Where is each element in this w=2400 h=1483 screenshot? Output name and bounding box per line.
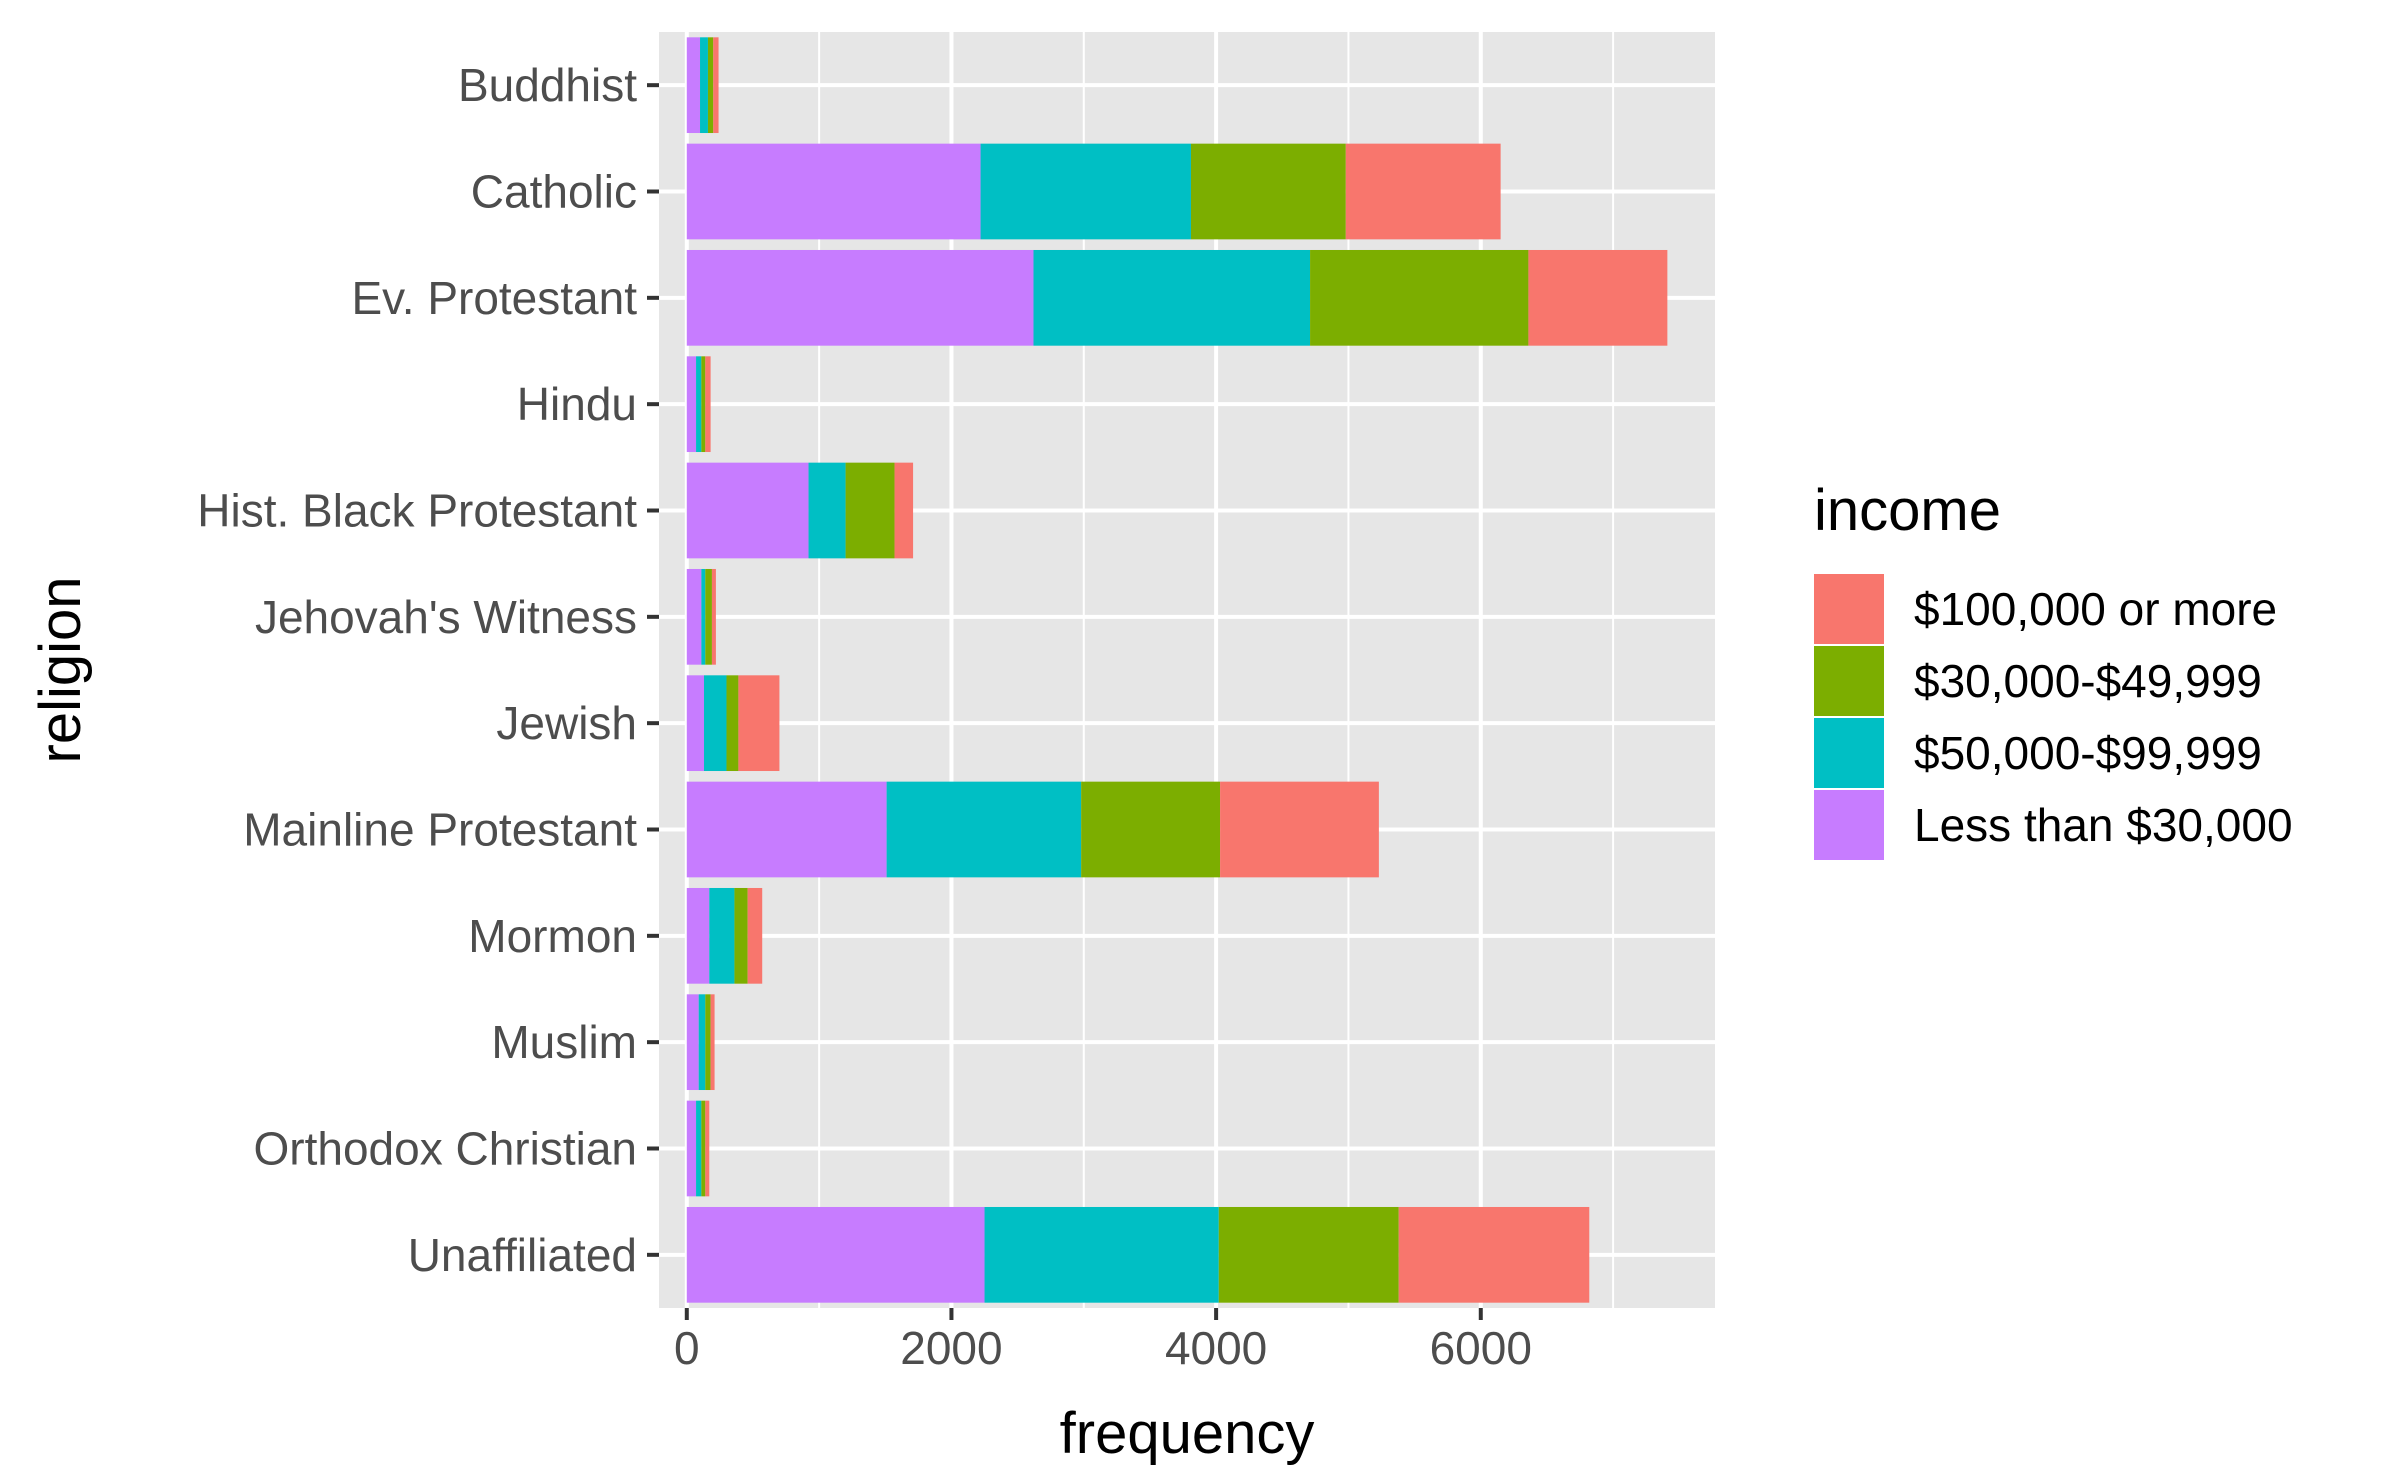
legend-title: income bbox=[1814, 478, 2001, 543]
x-tick-label-2000: 2000 bbox=[900, 1322, 1002, 1374]
legend-key-50-000-99-999 bbox=[1814, 718, 1884, 788]
legend-label-less-than-30-000: Less than $30,000 bbox=[1914, 799, 2293, 851]
x-axis-title: frequency bbox=[1060, 1401, 1315, 1466]
legend-key-less-than-30-000 bbox=[1814, 790, 1884, 860]
bar-hist-black-protestant-50-000-99-999 bbox=[808, 462, 846, 559]
y-tick-label-jehovah-s-witness: Jehovah's Witness bbox=[255, 591, 637, 643]
bar-catholic-30-000-49-999 bbox=[1190, 143, 1346, 240]
legend-key-30-000-49-999 bbox=[1814, 646, 1884, 716]
bar-muslim-50-000-99-999 bbox=[698, 994, 706, 1091]
bar-mainline-protestant-less-than-30-000 bbox=[686, 781, 887, 878]
bar-buddhist-100-000-or-more bbox=[713, 37, 719, 134]
bar-buddhist-less-than-30-000 bbox=[686, 37, 701, 134]
bar-catholic-100-000-or-more bbox=[1345, 143, 1501, 240]
bar-mormon-30-000-49-999 bbox=[734, 887, 748, 984]
bar-hindu-less-than-30-000 bbox=[686, 356, 697, 453]
plot-panel bbox=[659, 32, 1715, 1308]
y-tick-label-jewish: Jewish bbox=[496, 697, 637, 749]
bar-jehovah-s-witness-50-000-99-999 bbox=[701, 568, 706, 665]
bar-mormon-less-than-30-000 bbox=[686, 887, 710, 984]
bar-jewish-100-000-or-more bbox=[738, 675, 780, 772]
bar-hindu-100-000-or-more bbox=[705, 356, 711, 453]
bar-unaffiliated-100-000-or-more bbox=[1398, 1206, 1590, 1303]
y-tick-label-catholic: Catholic bbox=[471, 166, 637, 218]
x-tick-label-6000: 6000 bbox=[1430, 1322, 1532, 1374]
bar-hindu-50-000-99-999 bbox=[696, 356, 702, 453]
bar-hindu-30-000-49-999 bbox=[701, 356, 706, 453]
bar-ev-protestant-100-000-or-more bbox=[1528, 249, 1668, 346]
bar-orthodox-christian-less-than-30-000 bbox=[686, 1100, 697, 1197]
bar-catholic-50-000-99-999 bbox=[980, 143, 1191, 240]
minor-gridlines bbox=[818, 32, 1615, 1308]
x-axis: 0 2000 4000 6000 bbox=[674, 1308, 1532, 1374]
y-tick-label-hist-black-protestant: Hist. Black Protestant bbox=[197, 485, 637, 537]
bar-muslim-less-than-30-000 bbox=[686, 994, 699, 1091]
bar-jewish-30-000-49-999 bbox=[726, 675, 739, 772]
bar-unaffiliated-less-than-30-000 bbox=[686, 1206, 985, 1303]
y-tick-label-orthodox-christian: Orthodox Christian bbox=[254, 1123, 638, 1175]
legend-label-100-000-or-more: $100,000 or more bbox=[1914, 583, 2277, 635]
bar-mainline-protestant-50-000-99-999 bbox=[886, 781, 1082, 878]
bar-orthodox-christian-50-000-99-999 bbox=[696, 1100, 702, 1197]
y-tick-label-unaffiliated: Unaffiliated bbox=[408, 1229, 637, 1281]
bar-hist-black-protestant-less-than-30-000 bbox=[686, 462, 809, 559]
bar-catholic-less-than-30-000 bbox=[686, 143, 981, 240]
bars bbox=[686, 37, 1668, 1303]
legend-label-30-000-49-999: $30,000-$49,999 bbox=[1914, 655, 2262, 707]
bar-jehovah-s-witness-100-000-or-more bbox=[711, 568, 716, 665]
y-axis: Buddhist Catholic Ev. Protestant Hindu Hist.… bbox=[197, 59, 659, 1281]
bar-unaffiliated-30-000-49-999 bbox=[1218, 1206, 1399, 1303]
bar-jehovah-s-witness-30-000-49-999 bbox=[705, 568, 712, 665]
y-tick-label-muslim: Muslim bbox=[491, 1016, 637, 1068]
bar-mainline-protestant-30-000-49-999 bbox=[1081, 781, 1221, 878]
bar-muslim-100-000-or-more bbox=[710, 994, 715, 1091]
bar-mainline-protestant-100-000-or-more bbox=[1220, 781, 1379, 878]
legend-items: $100,000 or more $30,000-$49,999 $50,000-$… bbox=[1814, 574, 2293, 860]
y-tick-label-ev-protestant: Ev. Protestant bbox=[351, 272, 637, 324]
y-axis-title: religion bbox=[28, 577, 93, 764]
legend-key-100-000-or-more bbox=[1814, 574, 1884, 644]
bar-ev-protestant-less-than-30-000 bbox=[686, 249, 1034, 346]
bar-jehovah-s-witness-less-than-30-000 bbox=[686, 568, 702, 665]
bar-unaffiliated-50-000-99-999 bbox=[984, 1206, 1219, 1303]
bar-hist-black-protestant-100-000-or-more bbox=[894, 462, 914, 559]
y-tick-label-hindu: Hindu bbox=[517, 378, 637, 430]
bar-mormon-100-000-or-more bbox=[747, 887, 763, 984]
y-tick-label-buddhist: Buddhist bbox=[458, 59, 637, 111]
legend: income $100,000 or more $30,000-$49,999 $5… bbox=[1814, 478, 2293, 860]
bar-jewish-less-than-30-000 bbox=[686, 675, 704, 772]
legend-label-50-000-99-999: $50,000-$99,999 bbox=[1914, 727, 2262, 779]
bar-orthodox-christian-30-000-49-999 bbox=[701, 1100, 706, 1197]
y-tick-label-mormon: Mormon bbox=[468, 910, 637, 962]
bar-muslim-30-000-49-999 bbox=[705, 994, 711, 1091]
bar-buddhist-50-000-99-999 bbox=[700, 37, 708, 134]
bar-buddhist-30-000-49-999 bbox=[707, 37, 714, 134]
x-tick-label-4000: 4000 bbox=[1165, 1322, 1267, 1374]
y-tick-label-mainline-protestant: Mainline Protestant bbox=[243, 804, 637, 856]
bar-ev-protestant-50-000-99-999 bbox=[1033, 249, 1311, 346]
bar-orthodox-christian-100-000-or-more bbox=[705, 1100, 710, 1197]
bar-jewish-50-000-99-999 bbox=[703, 675, 727, 772]
bar-ev-protestant-30-000-49-999 bbox=[1310, 249, 1529, 346]
x-tick-label-0: 0 bbox=[674, 1322, 700, 1374]
bar-hist-black-protestant-30-000-49-999 bbox=[845, 462, 895, 559]
bar-mormon-50-000-99-999 bbox=[709, 887, 735, 984]
